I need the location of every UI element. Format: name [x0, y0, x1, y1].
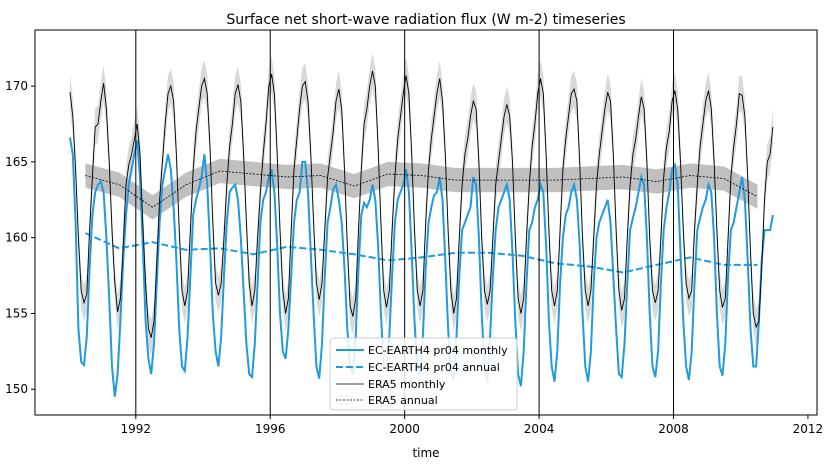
x-tick-label: 2012 [793, 422, 824, 436]
y-tick-label: 165 [5, 155, 28, 169]
x-tick-label: 2004 [524, 422, 555, 436]
legend-label-era5-monthly: ERA5 monthly [368, 378, 446, 391]
x-tick-label: 1992 [121, 422, 152, 436]
axes-frame [34, 29, 818, 416]
legend: EC-EARTH4 pr04 monthly EC-EARTH4 pr04 an… [329, 337, 518, 411]
era5-monthly-line [69, 70, 774, 338]
y-tick-label: 155 [5, 306, 28, 320]
legend-label-era5-annual: ERA5 annual [368, 394, 438, 407]
legend-label-ec-monthly: EC-EARTH4 pr04 monthly [368, 344, 508, 357]
x-axis-label: time [412, 446, 439, 460]
legend-box [329, 337, 518, 411]
era5-annual-band [85, 158, 758, 220]
ec-earth-annual-line [84, 232, 758, 274]
y-tick-label: 160 [5, 231, 28, 245]
y-tick-label: 150 [5, 382, 28, 396]
plot-area [69, 30, 774, 415]
era5-monthly-band [70, 52, 773, 356]
y-tick-label: 170 [5, 79, 28, 93]
x-tick-label: 1996 [255, 422, 286, 436]
x-tick-label: 2008 [658, 422, 689, 436]
x-axis: 1992 1996 2000 2004 2008 2012 [121, 415, 824, 436]
y-axis: 150 155 160 165 170 [5, 79, 35, 396]
legend-label-ec-annual: EC-EARTH4 pr04 annual [368, 361, 500, 374]
era5-annual-line [85, 170, 758, 208]
chart-title: Surface net short-wave radiation flux (W… [226, 12, 625, 28]
series-group [69, 30, 774, 415]
x-tick-label: 2000 [389, 422, 420, 436]
